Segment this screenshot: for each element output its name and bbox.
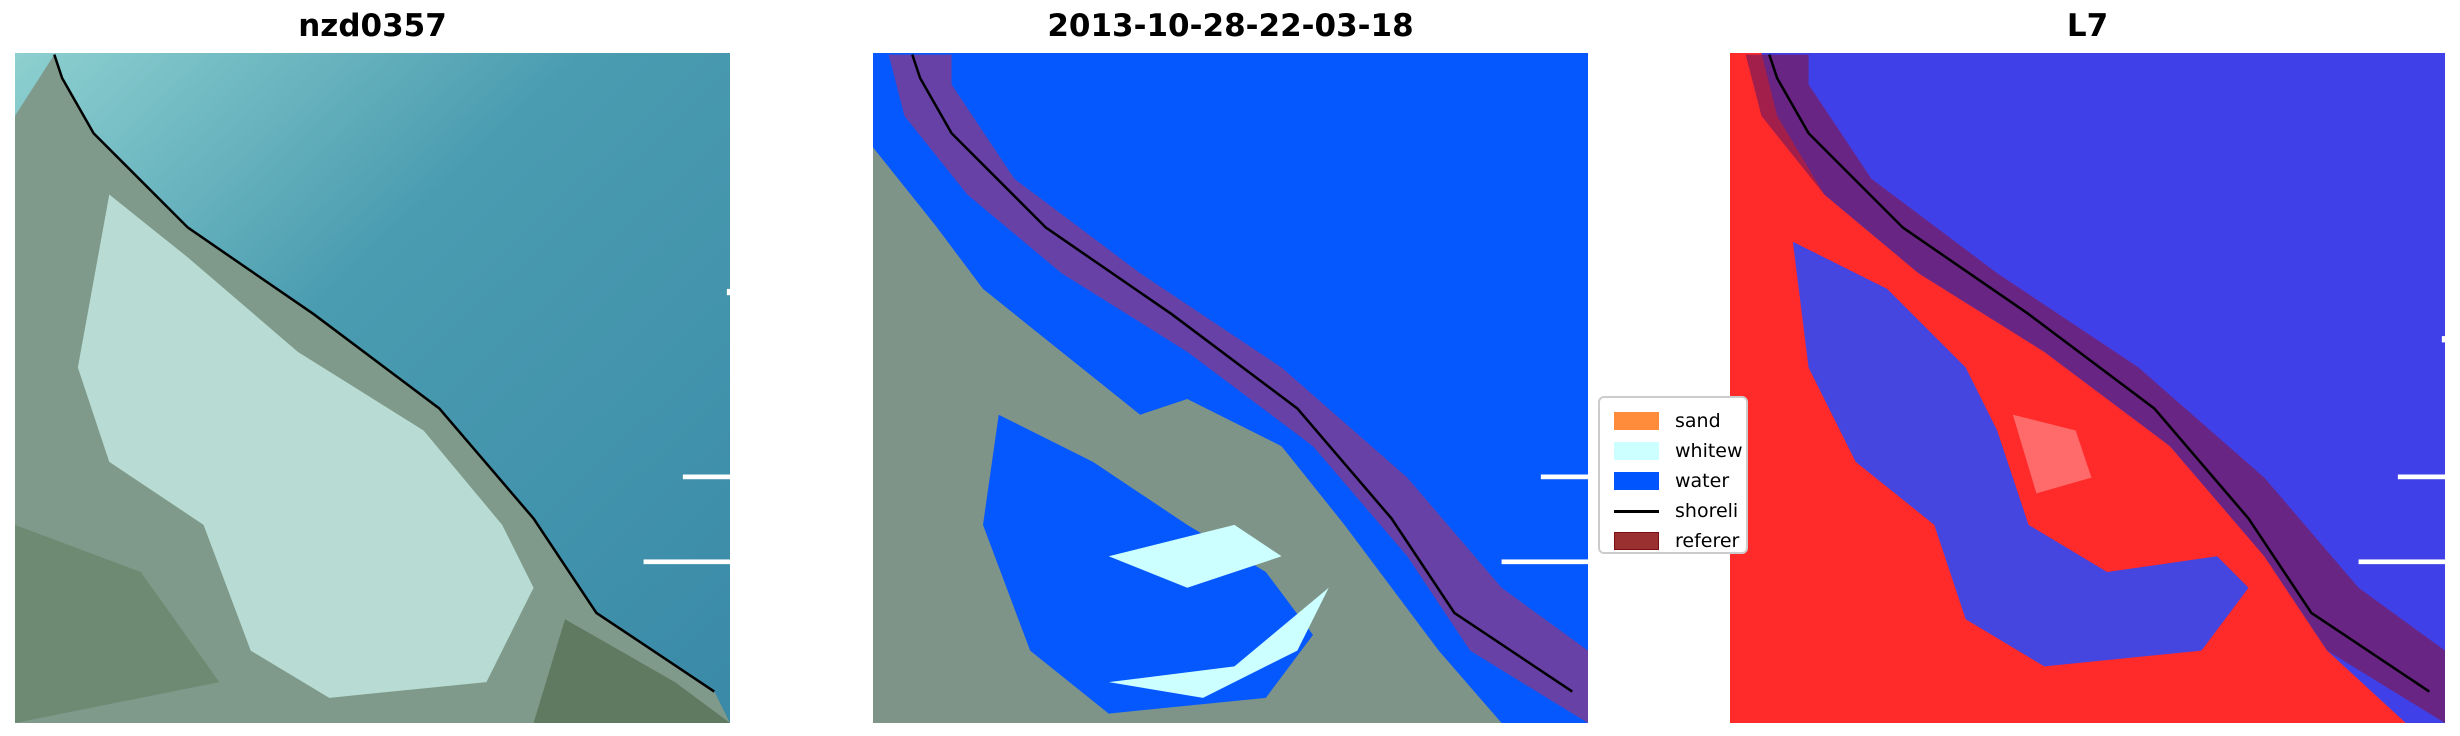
legend: sand whitew water shoreli referer (1598, 396, 1748, 554)
classified-image-panel (873, 53, 1588, 723)
panel-title-classified: 2013-10-28-22-03-18 (1047, 8, 1414, 44)
legend-item-sand: sand (1614, 406, 1746, 436)
legend-label: referer (1675, 530, 1740, 552)
panel-title-rgb: nzd0357 (298, 8, 447, 44)
rgb-image-panel (15, 53, 730, 723)
legend-item-shoreline: shoreli (1614, 496, 1746, 526)
legend-label: water (1675, 470, 1730, 492)
legend-item-whitewater: whitew (1614, 436, 1746, 466)
legend-item-reference: referer (1614, 526, 1746, 552)
panel-title-mndwi: L7 (2066, 8, 2109, 44)
legend-item-water: water (1614, 466, 1746, 496)
legend-label: whitew (1675, 440, 1743, 462)
legend-label: shoreli (1675, 500, 1739, 522)
mndwi-image-panel (1730, 53, 2445, 723)
legend-label: sand (1675, 410, 1721, 432)
